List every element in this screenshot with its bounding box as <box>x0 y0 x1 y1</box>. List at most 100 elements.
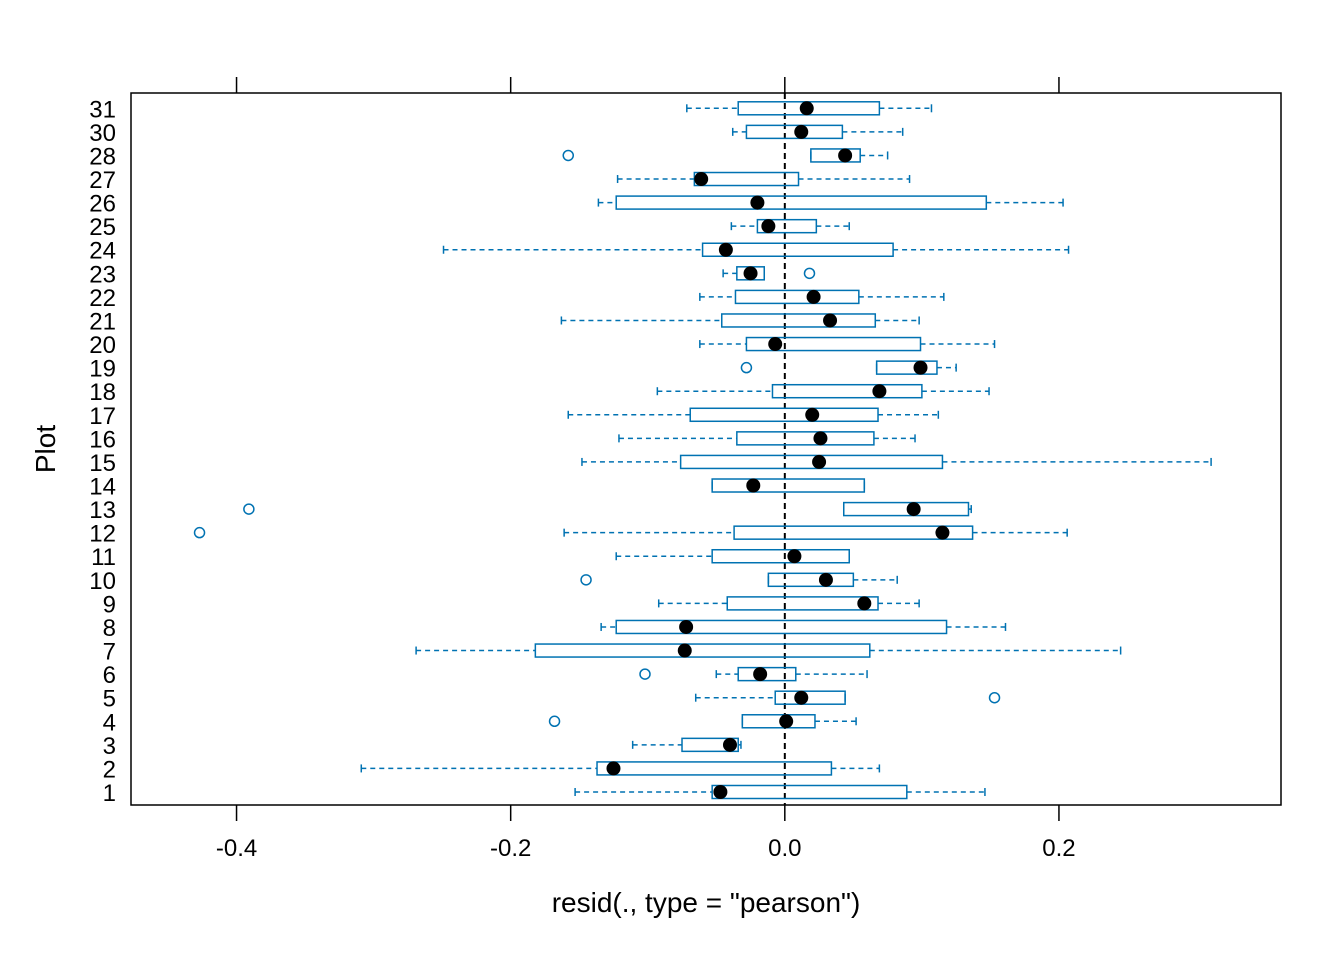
box-group-28 <box>562 148 889 163</box>
y-tick-label-7: 7 <box>103 639 116 666</box>
box-group-4 <box>548 714 857 729</box>
box-group-27 <box>616 171 911 187</box>
median-dot <box>906 502 921 517</box>
y-tick-label-26: 26 <box>89 191 116 218</box>
box <box>711 784 908 800</box>
y-tick-label-23: 23 <box>89 261 116 288</box>
box <box>737 666 797 682</box>
box-group-6 <box>639 666 868 682</box>
y-tick-label-16: 16 <box>89 426 116 453</box>
box-group-10 <box>580 572 898 588</box>
box <box>711 548 850 564</box>
median-dot <box>679 619 694 634</box>
y-tick-label-5: 5 <box>103 686 116 713</box>
box-group-20 <box>699 336 996 352</box>
box <box>734 289 860 305</box>
box-group-22 <box>699 289 945 305</box>
box <box>596 761 833 776</box>
box-group-1 <box>574 784 986 800</box>
y-tick-label-2: 2 <box>103 756 116 783</box>
median-dot <box>694 172 709 187</box>
y-tick-label-11: 11 <box>91 544 116 571</box>
median-dot <box>857 596 872 611</box>
box <box>689 407 879 423</box>
box-group-16 <box>618 431 916 446</box>
box-group-13 <box>243 501 972 517</box>
outlier-point <box>740 361 753 374</box>
median-dot <box>713 785 728 799</box>
box <box>774 690 846 705</box>
box <box>771 383 923 399</box>
x-tick-label: 0.0 <box>768 835 801 862</box>
median-dot <box>677 643 692 658</box>
y-tick-label-4: 4 <box>103 709 116 736</box>
box <box>679 454 944 470</box>
y-tick-label-20: 20 <box>89 332 116 359</box>
box-group-24 <box>442 242 1070 257</box>
y-tick-label-12: 12 <box>89 521 116 548</box>
outlier-point <box>580 574 592 586</box>
y-tick-label-6: 6 <box>103 662 116 689</box>
x-axis-label: resid(., type = "pearson") <box>552 887 861 918</box>
median-dot <box>823 313 838 328</box>
outlier-point <box>193 526 206 539</box>
box-group-3 <box>631 737 742 753</box>
median-dot <box>750 195 765 210</box>
outlier-point <box>243 503 255 515</box>
box-group-18 <box>656 383 990 399</box>
box <box>745 124 844 140</box>
median-dot <box>761 219 776 234</box>
box-group-26 <box>597 195 1064 210</box>
box <box>681 737 739 753</box>
box-group-15 <box>581 454 1212 470</box>
x-tick-label: -0.4 <box>216 835 257 862</box>
y-tick-label-27: 27 <box>89 167 116 194</box>
box <box>701 242 894 257</box>
box-group-19 <box>740 360 957 375</box>
box-group-9 <box>657 596 920 611</box>
plot-frame <box>130 92 1282 806</box>
box <box>615 195 988 210</box>
y-tick-label-18: 18 <box>89 379 116 406</box>
box-group-11 <box>615 548 850 564</box>
box-group-17 <box>567 407 940 423</box>
box-group-23 <box>722 266 816 281</box>
box <box>741 714 816 729</box>
median-dot <box>799 101 814 116</box>
box-group-25 <box>730 218 850 234</box>
median-dot <box>787 549 802 564</box>
median-dot <box>794 124 809 139</box>
median-dot <box>806 289 821 304</box>
box-group-5 <box>694 690 1001 705</box>
median-dot <box>872 384 887 399</box>
box-group-31 <box>686 101 933 116</box>
median-dot <box>805 407 820 422</box>
median-dot <box>935 525 950 540</box>
median-dot <box>722 737 737 752</box>
y-tick-label-25: 25 <box>89 214 116 241</box>
box-group-30 <box>731 124 904 140</box>
median-dot <box>813 431 828 446</box>
median-dot <box>818 572 833 587</box>
y-tick-label-19: 19 <box>89 356 116 383</box>
y-tick-label-9: 9 <box>103 591 116 618</box>
box <box>733 525 974 540</box>
median-dot <box>746 478 761 493</box>
box-group-14 <box>711 478 866 493</box>
y-axis-label: Plot <box>30 425 61 473</box>
outlier-point <box>988 691 1001 704</box>
box <box>810 148 861 163</box>
y-tick-label-17: 17 <box>89 403 116 430</box>
y-tick-label-10: 10 <box>89 568 116 595</box>
box <box>843 501 970 517</box>
box <box>711 478 866 493</box>
y-tick-label-30: 30 <box>89 120 116 147</box>
y-tick-label-1: 1 <box>103 780 116 807</box>
median-dot <box>913 360 928 375</box>
y-tick-label-28: 28 <box>89 143 116 170</box>
y-tick-label-13: 13 <box>89 497 116 524</box>
box <box>615 619 948 635</box>
box-group-2 <box>360 761 881 776</box>
median-dot <box>718 242 733 257</box>
